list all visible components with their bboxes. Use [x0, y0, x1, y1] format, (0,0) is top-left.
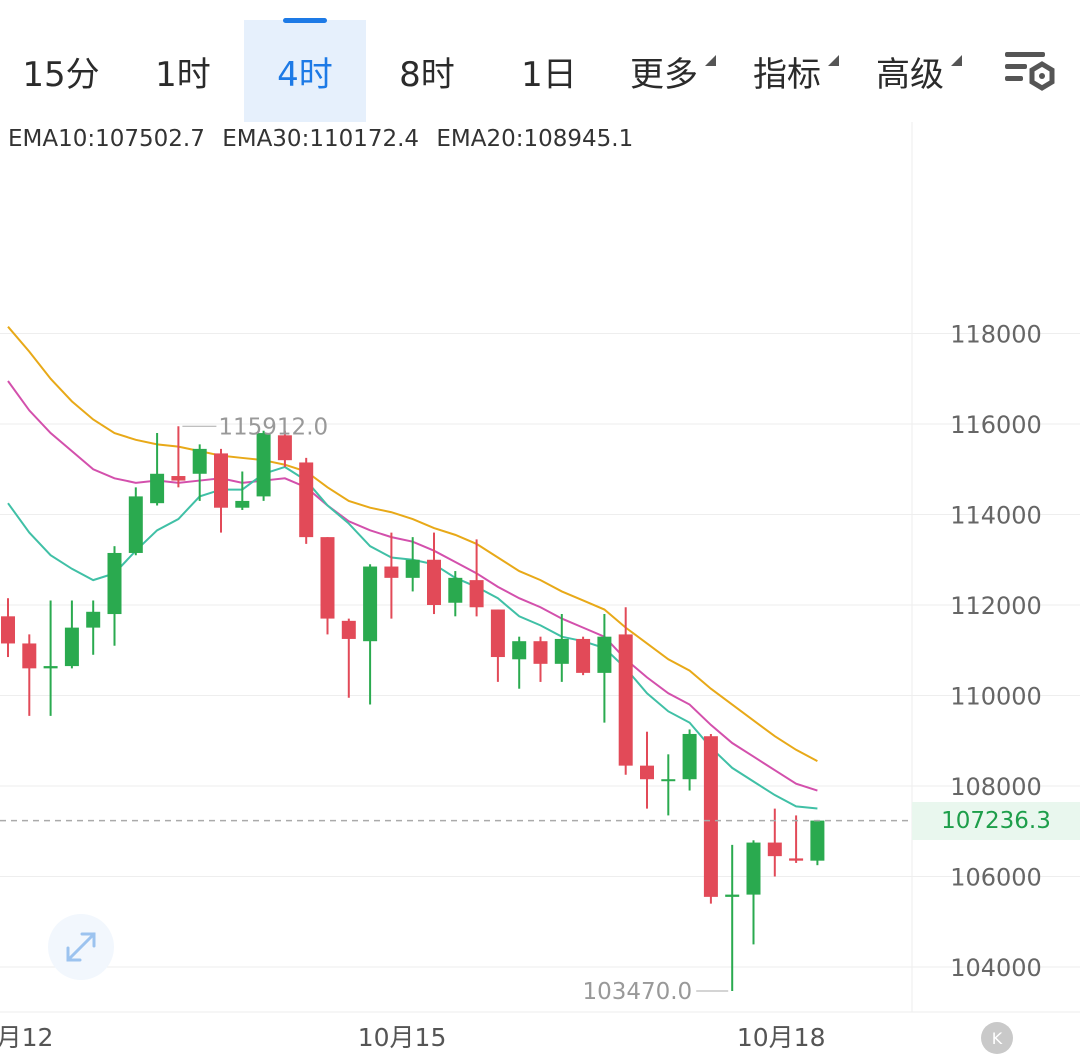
candle-body — [576, 638, 591, 673]
tab-8[interactable]: 高级 — [856, 20, 978, 122]
tab-5[interactable]: 1日 — [488, 20, 610, 122]
candle-body — [64, 627, 79, 667]
dropdown-triangle-icon — [828, 54, 839, 66]
candle-body — [469, 580, 484, 608]
ema10-legend: EMA10:107502.7 — [8, 126, 205, 152]
candle-body — [597, 636, 612, 673]
candle-body — [214, 453, 228, 508]
candle-body — [789, 858, 804, 861]
max-price-label: 115912.0 — [218, 414, 328, 440]
k-line-mode-button[interactable]: K — [981, 1022, 1013, 1054]
candle-body — [43, 666, 58, 669]
candle-body — [256, 433, 271, 497]
tab-label: 8时 — [399, 54, 455, 95]
last-price-tag: 107236.3 — [912, 801, 1080, 840]
y-tick-label: 104000 — [950, 954, 1042, 982]
expand-arrows-icon[interactable] — [48, 914, 114, 980]
x-tick-label: 10月15 — [358, 1023, 447, 1052]
candle-body — [767, 842, 782, 857]
candle-body — [405, 559, 420, 578]
candle-body — [661, 779, 676, 782]
tab-label: 4时 — [277, 54, 333, 95]
candle-body — [171, 476, 186, 481]
ema30-legend: EMA30:110172.4 — [222, 126, 420, 152]
tab-label: 1时 — [155, 54, 211, 95]
candle-body — [746, 842, 761, 895]
y-tick-label: 116000 — [950, 411, 1042, 439]
y-tick-label: 114000 — [950, 501, 1042, 529]
candle-body — [703, 736, 718, 897]
y-tick-label: 112000 — [950, 592, 1042, 620]
candlestick-chart[interactable]: 104000 106000 108000 110000 112000 114000 1160… — [0, 122, 1080, 1059]
candle-body — [320, 537, 335, 619]
candle-body — [107, 552, 122, 615]
candle-body — [810, 820, 825, 861]
y-tick-label: 110000 — [950, 683, 1042, 711]
tab-label: 高级 — [876, 47, 962, 96]
ema20-legend: EMA20:108945.1 — [436, 126, 634, 152]
y-tick-label: 108000 — [950, 773, 1042, 801]
candle-body — [554, 638, 569, 664]
ema30-line — [7, 326, 818, 763]
candle-body — [618, 634, 633, 766]
min-price-label: 103470.0 — [582, 979, 692, 1005]
tab-label: 15分 — [22, 54, 100, 95]
candle-body — [384, 566, 399, 578]
candle-body — [22, 643, 37, 669]
candle-body — [235, 500, 250, 508]
tab-3[interactable]: 4时 — [244, 18, 366, 122]
candle-body — [150, 473, 165, 504]
dropdown-triangle-icon — [951, 54, 962, 66]
ema-legend: EMA10:107502.7 EMA30:110172.4 EMA20:1089… — [8, 126, 643, 152]
tab-label: 1日 — [521, 54, 577, 95]
candle-body — [1, 616, 15, 644]
candle-body — [682, 733, 697, 780]
dropdown-triangle-icon — [705, 54, 716, 66]
candle-body — [427, 559, 441, 605]
candle-body — [363, 566, 378, 642]
candle-body — [192, 448, 207, 474]
candle-body — [448, 577, 463, 603]
candle-body — [128, 496, 143, 553]
tab-7[interactable]: 指标 — [733, 20, 855, 122]
tab-4[interactable]: 8时 — [366, 20, 488, 122]
tab-label: 指标 — [753, 47, 839, 96]
candle-body — [86, 611, 101, 628]
chart-settings-icon[interactable] — [1000, 44, 1060, 100]
timeframe-toolbar: 15分 1时 4时 8时 1日 更多 指标 高级 — [0, 0, 1080, 122]
candle-body — [640, 765, 654, 780]
tab-label: 更多 — [630, 47, 716, 96]
y-tick-label: 106000 — [950, 864, 1042, 892]
x-tick-label: 10月18 — [737, 1023, 826, 1052]
candle-body — [341, 620, 356, 639]
y-tick-label: 118000 — [950, 320, 1042, 348]
tab-2[interactable]: 1时 — [122, 20, 244, 122]
candle-body — [512, 641, 527, 660]
candle-body — [490, 609, 505, 658]
candle-body — [299, 462, 314, 538]
candle-body — [533, 641, 548, 664]
tab-6[interactable]: 更多 — [610, 20, 732, 122]
candle-body — [277, 435, 292, 461]
tab-1[interactable]: 15分 — [0, 20, 122, 122]
x-tick-label: 月12 — [0, 1023, 53, 1052]
candle-body — [725, 894, 740, 897]
